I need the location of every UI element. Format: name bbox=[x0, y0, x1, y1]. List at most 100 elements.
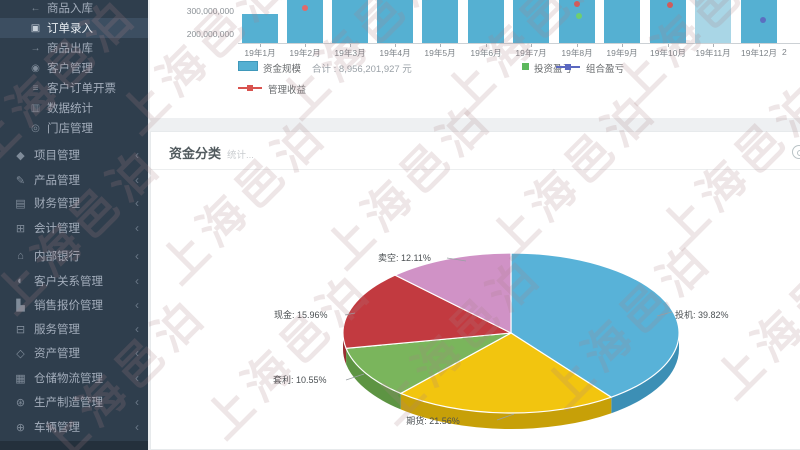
pie-rim-futures bbox=[400, 393, 612, 430]
ledger-icon: ▤ bbox=[15, 197, 26, 210]
pie-slice-short[interactable] bbox=[393, 252, 512, 334]
sidebar-item-vehicle-mgmt[interactable]: ⊕ 车辆管理 ‹ bbox=[0, 415, 148, 439]
sidebar-subitem-label: 客户管理 bbox=[47, 63, 93, 75]
x-tick bbox=[577, 44, 578, 47]
sidebar-subitem-goods-outbound[interactable]: → 商品出库 bbox=[0, 38, 148, 58]
pie-slice-futures[interactable] bbox=[399, 332, 613, 414]
sidebar-subitem-label: 数据统计 bbox=[47, 103, 93, 115]
x-axis-tick-label: 19年2月 bbox=[289, 48, 321, 58]
chevron-left-icon: ‹ bbox=[135, 298, 139, 312]
sidebar-item-project-mgmt[interactable]: ◆ 项目管理 ‹ bbox=[0, 143, 148, 167]
leader-line-speculation bbox=[656, 311, 673, 317]
pie-label-speculation: 投机: 39.82% bbox=[675, 309, 729, 320]
sidebar-item-label: 资产管理 bbox=[34, 348, 80, 360]
store-icon: ◎ bbox=[31, 122, 40, 134]
x-axis-tick-label: 19年6月 bbox=[470, 48, 502, 58]
sidebar-item-label: 车辆管理 bbox=[34, 422, 80, 434]
legend-label-capital-scale[interactable]: 资金规模 bbox=[263, 64, 302, 75]
x-tick bbox=[622, 44, 623, 47]
chevron-left-icon: ‹ bbox=[135, 322, 139, 336]
sidebar-item-label: 产品管理 bbox=[34, 175, 80, 187]
pie-slice-speculation[interactable] bbox=[510, 252, 680, 398]
chevron-left-icon: ‹ bbox=[135, 420, 139, 434]
sidebar-subitem-store-mgmt[interactable]: ◎ 门店管理 bbox=[0, 118, 148, 138]
sidebar-item-warehouse-logistics[interactable]: ▦ 仓储物流管理 ‹ bbox=[0, 366, 148, 390]
x-tick bbox=[759, 44, 760, 47]
sidebar-subitem-customer-order-invoice[interactable]: ≡ 客户订单开票 bbox=[0, 78, 148, 98]
sidebar: ← 商品入库 ▣ 订单录入 → 商品出库 ◉ 客户管理 ≡ 客户订单开票 ▥ 数据统计 ◎ 门… bbox=[0, 0, 148, 450]
sidebar-subitem-data-statistics[interactable]: ▥ 数据统计 bbox=[0, 98, 148, 118]
pie-label-short: 卖空: 12.11% bbox=[378, 252, 431, 263]
leader-line-cash bbox=[344, 312, 356, 316]
series-marker-red bbox=[302, 5, 308, 11]
user-icon: ◉ bbox=[31, 62, 40, 74]
bar-19-07[interactable] bbox=[513, 0, 549, 43]
chevron-left-icon: ‹ bbox=[135, 249, 139, 263]
bank-icon: ⌂ bbox=[17, 250, 24, 262]
sidebar-item-crm[interactable]: ◐ 客户关系管理 ‹ bbox=[0, 269, 148, 293]
pie-slice-cash[interactable] bbox=[342, 274, 514, 349]
sidebar-item-sales-quote-mgmt[interactable]: ▙ 销售报价管理 ‹ bbox=[0, 293, 148, 317]
y-axis-tick-label: 200,000,000 bbox=[186, 29, 234, 39]
sidebar-subitem-customer-mgmt[interactable]: ◉ 客户管理 bbox=[0, 58, 148, 78]
chevron-left-icon: ‹ bbox=[135, 274, 139, 288]
bar-19-08[interactable] bbox=[559, 0, 595, 43]
legend-swatch-capital-scale[interactable] bbox=[238, 61, 258, 71]
legend-label-mgmt[interactable]: 管理收益 bbox=[268, 85, 307, 96]
legend-marker-mgmt[interactable] bbox=[238, 85, 262, 91]
legend-marker-invest[interactable] bbox=[522, 63, 529, 70]
sidebar-item-label: 服务管理 bbox=[34, 324, 80, 336]
sidebar-item-label: 生产制造管理 bbox=[34, 397, 103, 409]
pencil-icon: ✎ bbox=[15, 174, 26, 187]
x-axis-tick-label: 19年12月 bbox=[741, 48, 777, 58]
x-tick bbox=[531, 44, 532, 47]
x-axis-tick-label: 19年1月 bbox=[244, 48, 276, 58]
shield-icon: ◇ bbox=[16, 347, 25, 360]
sidebar-item-internal-bank[interactable]: ⌂ 内部银行 ‹ bbox=[0, 244, 148, 268]
bar-19-06[interactable] bbox=[468, 0, 504, 43]
bar-19-05[interactable] bbox=[422, 0, 458, 43]
sidebar-item-label: 销售报价管理 bbox=[34, 300, 103, 312]
sidebar-item-accounting-mgmt[interactable]: ⊞ 会计管理 ‹ bbox=[0, 216, 148, 240]
bar-19-12[interactable] bbox=[741, 0, 777, 43]
x-tick bbox=[260, 44, 261, 47]
y-axis-tick-label: 300,000,000 bbox=[186, 6, 234, 16]
series-marker-blue bbox=[760, 17, 766, 23]
x-axis-tick-label: 19年10月 bbox=[650, 48, 686, 58]
bar-19-01[interactable] bbox=[242, 14, 278, 43]
section-subtitle: 统计... bbox=[227, 150, 254, 161]
pie-slice-arbitrage[interactable] bbox=[345, 332, 512, 395]
bar-19-09[interactable] bbox=[604, 0, 640, 43]
sidebar-item-label: 内部银行 bbox=[34, 251, 80, 263]
sidebar-item-service-mgmt[interactable]: ⊟ 服务管理 ‹ bbox=[0, 317, 148, 341]
service-icon: ⊟ bbox=[15, 323, 26, 336]
section-divider bbox=[151, 169, 800, 170]
bar-19-03[interactable] bbox=[332, 0, 368, 43]
legend-marker-portfolio[interactable] bbox=[556, 64, 580, 70]
outbound-arrow-icon: → bbox=[30, 42, 41, 54]
sidebar-subitem-label: 客户订单开票 bbox=[47, 83, 116, 95]
leader-line-arbitrage bbox=[345, 373, 365, 381]
sidebar-item-product-mgmt[interactable]: ✎ 产品管理 ‹ bbox=[0, 168, 148, 192]
bar-19-04[interactable] bbox=[377, 0, 413, 43]
legend-label-portfolio[interactable]: 组合盈亏 bbox=[586, 64, 625, 75]
bar-19-11-highlighted[interactable] bbox=[695, 0, 731, 43]
chevron-left-icon: ‹ bbox=[135, 173, 139, 187]
sidebar-subitem-order-entry[interactable]: ▣ 订单录入 bbox=[0, 18, 148, 38]
sidebar-item-asset-mgmt[interactable]: ◇ 资产管理 ‹ bbox=[0, 341, 148, 365]
x-axis-tick-label: 19年4月 bbox=[379, 48, 411, 58]
legend-label-invest[interactable]: 投资盈亏 bbox=[534, 64, 573, 75]
calculator-icon: ⊞ bbox=[15, 222, 26, 235]
x-axis-partial-label: 2 bbox=[782, 47, 787, 57]
x-axis-tick-label: 19年5月 bbox=[424, 48, 456, 58]
sidebar-item-finance-mgmt[interactable]: ▤ 财务管理 ‹ bbox=[0, 191, 148, 215]
sidebar-item-label: 财务管理 bbox=[34, 198, 80, 210]
chevron-left-icon: ‹ bbox=[135, 395, 139, 409]
pie-label-cash: 现金: 15.96% bbox=[274, 309, 328, 320]
leader-line-short bbox=[446, 257, 467, 262]
sidebar-subitem-goods-inbound[interactable]: ← 商品入库 bbox=[0, 0, 148, 18]
sidebar-item-manufacturing-mgmt[interactable]: ⊛ 生产制造管理 ‹ bbox=[0, 390, 148, 414]
sidebar-bottom-edge bbox=[0, 441, 148, 450]
collapse-circle-icon[interactable] bbox=[792, 145, 800, 159]
